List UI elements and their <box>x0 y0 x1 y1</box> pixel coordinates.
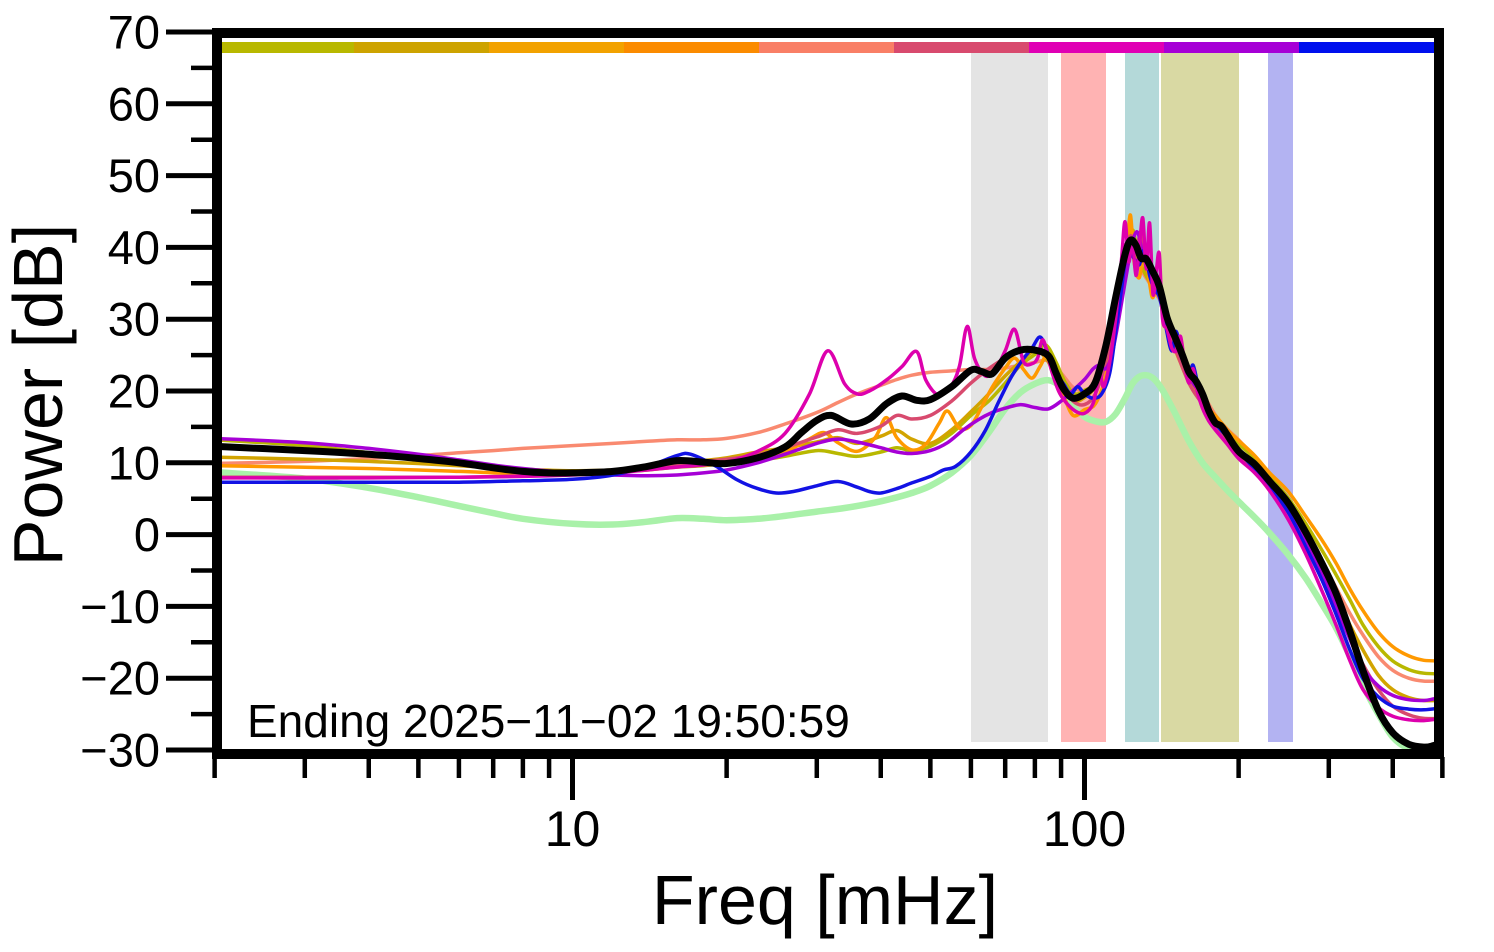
y-tick-label: 20 <box>108 365 160 418</box>
y-tick-label: 70 <box>108 6 160 59</box>
y-tick-label: −20 <box>80 652 160 705</box>
y-tick-label: 40 <box>108 221 160 274</box>
x-tick-label: 100 <box>1043 801 1126 857</box>
time-segment-color-bar <box>219 42 1434 53</box>
time-segment-2 <box>354 42 489 53</box>
time-segment-3 <box>489 42 624 53</box>
time-segment-1 <box>219 42 354 53</box>
ending-timestamp-annotation: Ending 2025−11−02 19:50:59 <box>247 695 850 747</box>
x-axis-title: Freq [mHz] <box>651 861 999 939</box>
plot-frame <box>212 28 1444 759</box>
y-tick-label: 50 <box>108 149 160 202</box>
time-segment-6 <box>894 42 1029 53</box>
y-tick-label: −10 <box>80 580 160 633</box>
time-segment-4 <box>624 42 759 53</box>
time-segment-5 <box>759 42 894 53</box>
y-tick-label: 0 <box>134 508 160 561</box>
y-tick-label: 10 <box>108 436 160 489</box>
x-tick-label: 10 <box>545 801 601 857</box>
time-segment-7 <box>1029 42 1164 53</box>
y-tick-label: 30 <box>108 293 160 346</box>
y-tick-label: 60 <box>108 77 160 130</box>
time-segment-8 <box>1164 42 1299 53</box>
time-segment-9 <box>1299 42 1434 53</box>
y-axis-title: Power [dB] <box>0 223 77 567</box>
y-tick-label: −30 <box>80 724 160 777</box>
